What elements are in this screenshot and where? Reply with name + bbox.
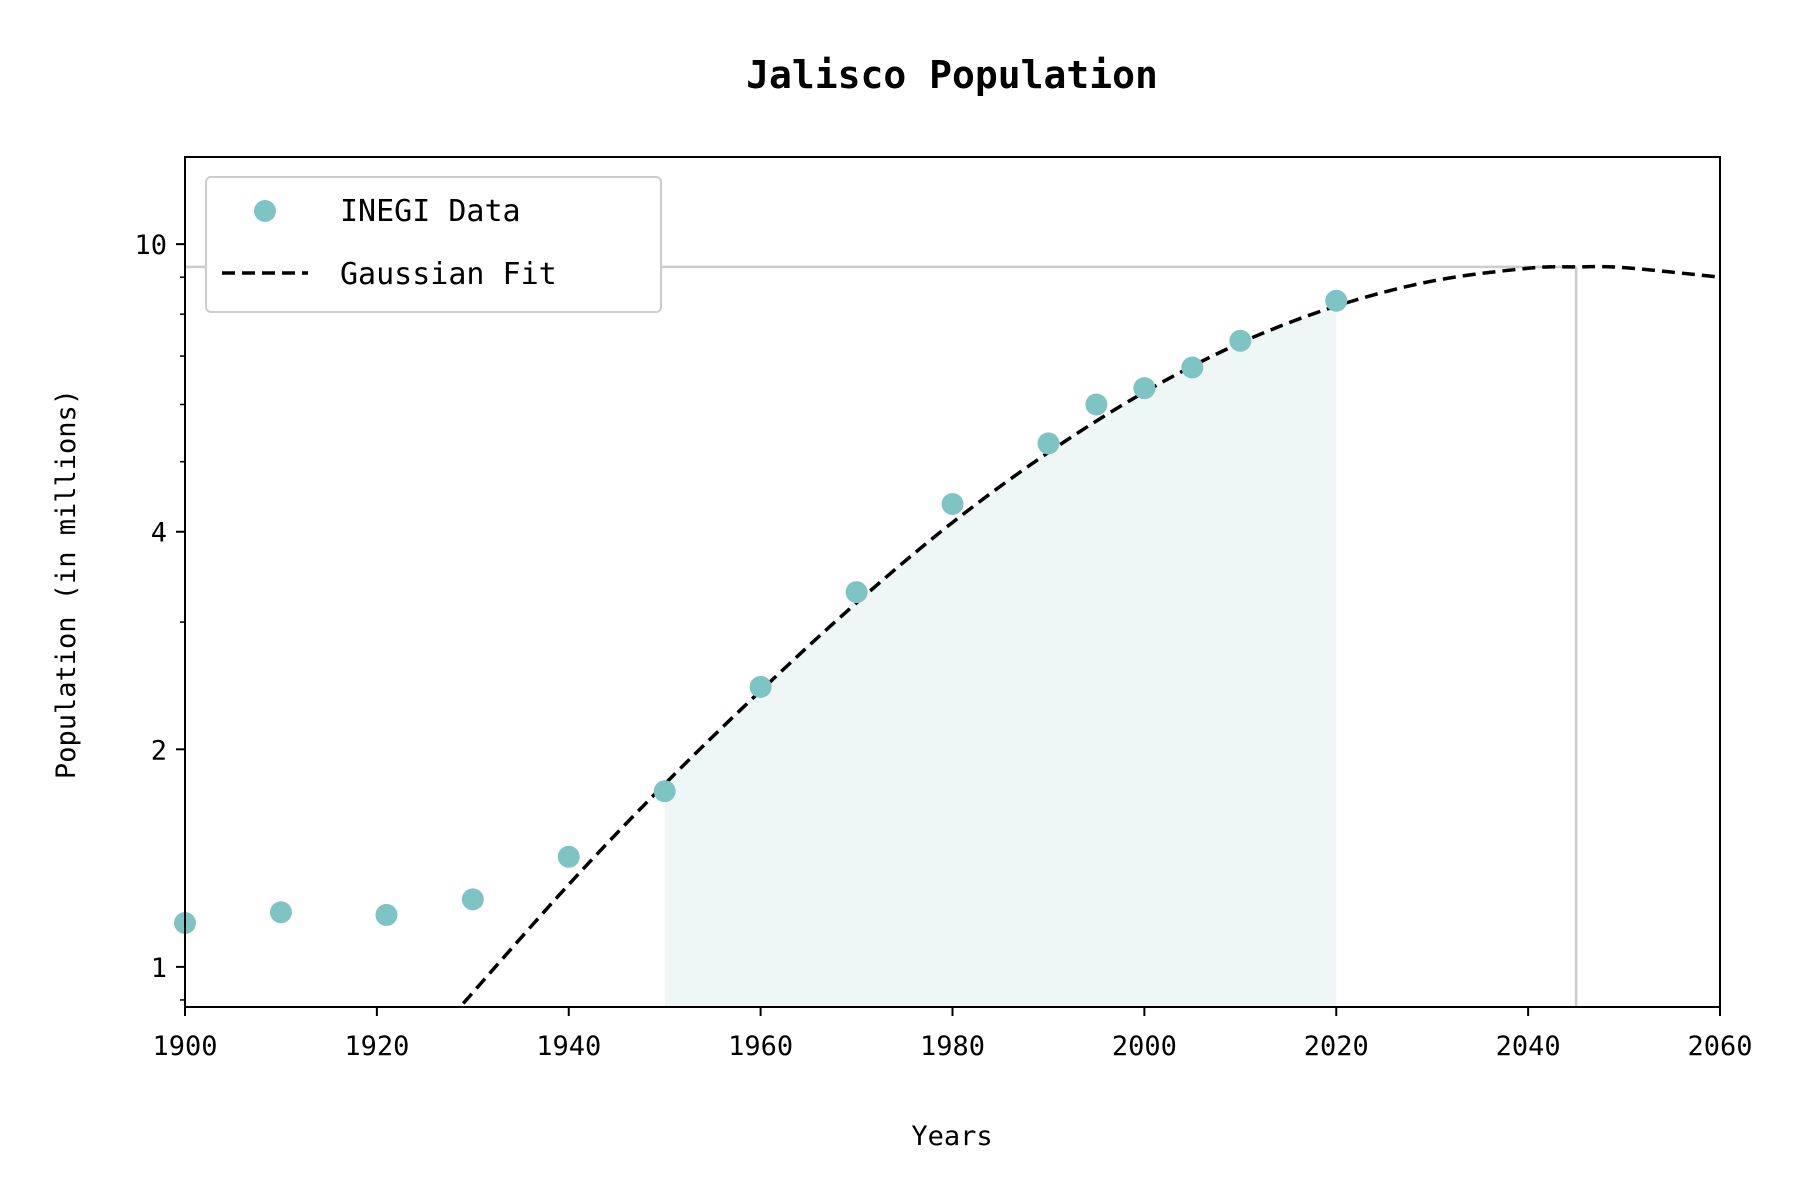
x-tick-label-1980: 1980 — [920, 1031, 985, 1062]
data-point-1960 — [749, 675, 772, 698]
legend-marker-inegi — [254, 200, 276, 222]
shaded-region — [664, 306, 1337, 1007]
x-tick-label-1900: 1900 — [152, 1031, 217, 1062]
data-point-1940 — [557, 845, 580, 868]
x-tick-label-1920: 1920 — [344, 1031, 409, 1062]
data-point-1910 — [269, 901, 292, 924]
x-tick-label-2020: 2020 — [1304, 1031, 1369, 1062]
x-axis-label: Years — [911, 1121, 992, 1152]
legend-box — [205, 176, 662, 313]
data-point-1970 — [845, 581, 868, 604]
y-tick-label-10: 10 — [134, 230, 167, 261]
data-point-1921 — [375, 903, 398, 926]
x-tick-label-2060: 2060 — [1687, 1031, 1752, 1062]
data-point-2020 — [1325, 289, 1348, 312]
data-point-1950 — [653, 780, 676, 803]
y-tick-label-4: 4 — [151, 518, 167, 549]
data-point-1995 — [1085, 393, 1108, 416]
data-point-2000 — [1133, 377, 1156, 400]
x-tick-label-1960: 1960 — [728, 1031, 793, 1062]
data-point-2010 — [1229, 329, 1252, 352]
data-point-1990 — [1037, 432, 1060, 455]
data-point-1930 — [461, 888, 484, 911]
x-tick-label-1940: 1940 — [536, 1031, 601, 1062]
legend: INEGI Data Gaussian Fit — [205, 176, 662, 313]
y-axis: 1 2 4 10 — [134, 230, 185, 1001]
data-point-1980 — [941, 492, 964, 515]
x-tick-label-2000: 2000 — [1112, 1031, 1177, 1062]
x-axis: 1900 1920 1940 1960 1980 2000 2020 2040 2060 — [152, 1007, 1753, 1062]
y-axis-label: Population (in millions) — [51, 389, 82, 779]
legend-label-inegi: INEGI Data — [340, 194, 521, 229]
legend-label-gaussian: Gaussian Fit — [340, 257, 557, 292]
chart-title: Jalisco Population — [746, 53, 1158, 97]
data-point-2005 — [1181, 356, 1204, 379]
y-tick-label-1: 1 — [151, 953, 167, 984]
plot-area — [174, 264, 1721, 1007]
gaussian-fit-line — [461, 264, 1721, 1005]
x-tick-label-2040: 2040 — [1496, 1031, 1561, 1062]
y-tick-label-2: 2 — [151, 735, 167, 766]
